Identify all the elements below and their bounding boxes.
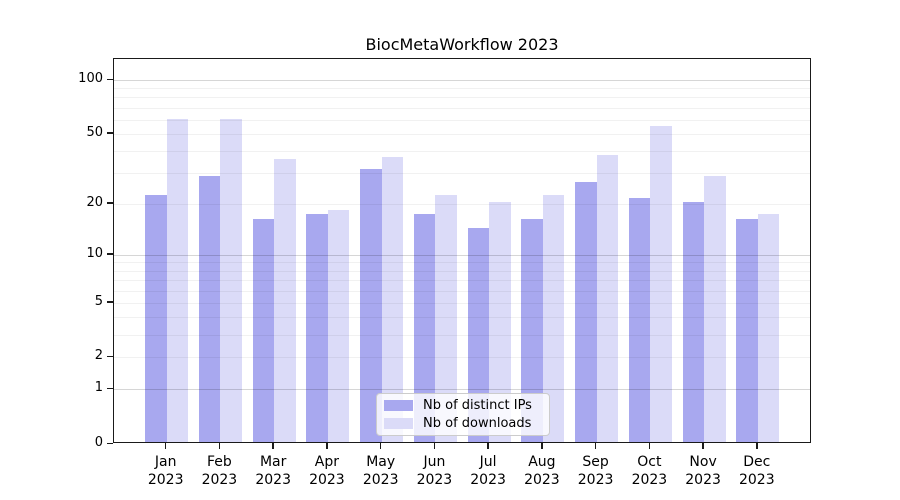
- x-tick-label-nov: Nov 2023: [685, 454, 721, 488]
- x-tick-label-jan: Jan 2023: [147, 454, 184, 488]
- y-tick-label-50: 50: [86, 124, 103, 140]
- bar-nb-of-downloads-dec: [757, 214, 780, 442]
- gridline-30: [114, 173, 810, 175]
- gridline-9: [114, 262, 810, 264]
- x-tick-mark-mar: [272, 443, 274, 449]
- y-tick-label-20: 20: [86, 194, 103, 210]
- x-tick-mark-apr: [326, 443, 328, 449]
- gridline-5: [114, 302, 810, 304]
- legend-item-distinct-ips: Nb of distinct IPs: [384, 398, 542, 413]
- bar-nb-of-distinct-ips-jun: [413, 214, 436, 442]
- gridline-6: [114, 290, 810, 292]
- bar-nb-of-downloads-jul: [489, 201, 511, 442]
- bar-nb-of-downloads-jun: [435, 194, 457, 442]
- y-tick-mark-0: [107, 442, 113, 444]
- bar-nb-of-downloads-apr: [327, 209, 350, 442]
- y-tick-label-2: 2: [94, 348, 103, 364]
- legend-label-downloads: Nb of downloads: [423, 415, 532, 431]
- x-tick-label-sep: Sep 2023: [577, 454, 614, 488]
- x-tick-label-jun: Jun 2023: [416, 454, 453, 488]
- y-tick-mark-1: [107, 387, 113, 390]
- bar-nb-of-distinct-ips-sep: [575, 182, 597, 442]
- y-tick-mark-20: [107, 202, 113, 204]
- legend-item-downloads: Nb of downloads: [384, 416, 542, 431]
- x-tick-label-jul: Jul 2023: [470, 454, 506, 488]
- bar-nb-of-downloads-may: [381, 157, 404, 442]
- gridline-60: [114, 119, 810, 121]
- bar-nb-of-downloads-jan: [166, 119, 189, 442]
- x-tick-mark-dec: [756, 443, 758, 449]
- legend: Nb of distinct IPs Nb of downloads: [376, 393, 550, 436]
- bar-nb-of-distinct-ips-dec: [736, 218, 758, 442]
- gridline-4: [114, 317, 810, 319]
- bar-nb-of-distinct-ips-jan: [145, 194, 167, 442]
- gridline-40: [114, 151, 810, 153]
- gridline-8: [114, 270, 810, 272]
- x-tick-label-may: May 2023: [362, 454, 399, 488]
- x-tick-label-oct: Oct 2023: [631, 454, 668, 488]
- y-tick-label-100: 100: [78, 71, 103, 86]
- bar-nb-of-distinct-ips-oct: [628, 198, 651, 442]
- y-tick-mark-5: [107, 301, 113, 303]
- gridline-7: [114, 280, 810, 281]
- bar-nb-of-downloads-nov: [704, 176, 726, 442]
- x-tick-label-feb: Feb 2023: [201, 454, 238, 488]
- bar-nb-of-distinct-ips-jul: [467, 228, 490, 442]
- bar-nb-of-downloads-aug: [542, 194, 565, 442]
- bar-nb-of-distinct-ips-nov: [682, 201, 705, 442]
- gridline-50: [114, 133, 810, 135]
- gridline-20: [114, 203, 810, 205]
- gridline-1: [114, 389, 810, 391]
- x-tick-mark-may: [379, 443, 382, 449]
- legend-swatch-downloads-icon: [384, 417, 413, 429]
- y-tick-mark-10: [107, 253, 113, 255]
- gridline-70: [114, 107, 810, 109]
- gridline-3: [114, 334, 810, 336]
- y-tick-label-10: 10: [86, 245, 103, 261]
- x-tick-mark-nov: [702, 443, 704, 449]
- bar-nb-of-distinct-ips-mar: [252, 218, 275, 442]
- bar-nb-of-distinct-ips-may: [360, 168, 382, 442]
- x-tick-label-dec: Dec 2023: [738, 454, 775, 488]
- x-tick-mark-oct: [648, 443, 651, 449]
- gridline-100: [114, 80, 810, 81]
- gridline-10: [114, 254, 810, 256]
- bar-nb-of-downloads-feb: [220, 119, 242, 442]
- chart-title: BiocMetaWorkflow 2023: [365, 35, 559, 54]
- bar-nb-of-downloads-oct: [650, 125, 672, 442]
- x-tick-mark-jan: [164, 443, 167, 449]
- y-tick-mark-100: [107, 78, 113, 80]
- gridline-90: [114, 88, 810, 90]
- y-tick-label-0: 0: [94, 435, 103, 450]
- legend-label-distinct-ips: Nb of distinct IPs: [423, 398, 532, 414]
- x-tick-mark-sep: [594, 443, 597, 449]
- x-tick-label-apr: Apr 2023: [309, 454, 345, 488]
- gridline-80: [114, 97, 810, 99]
- gridline-2: [114, 357, 810, 359]
- x-tick-mark-jul: [487, 443, 489, 449]
- y-tick-mark-2: [107, 355, 113, 358]
- y-tick-mark-50: [107, 132, 113, 134]
- y-tick-label-5: 5: [94, 293, 103, 309]
- plot-area: [113, 58, 811, 443]
- x-tick-mark-feb: [218, 443, 221, 449]
- x-tick-mark-jun: [433, 443, 436, 449]
- bar-nb-of-downloads-sep: [596, 155, 619, 442]
- y-tick-label-1: 1: [94, 380, 103, 396]
- bar-nb-of-downloads-mar: [274, 159, 296, 442]
- bar-nb-of-distinct-ips-feb: [198, 176, 221, 442]
- x-tick-label-aug: Aug 2023: [524, 454, 560, 488]
- bar-nb-of-distinct-ips-aug: [521, 218, 543, 442]
- x-tick-mark-aug: [541, 443, 543, 449]
- legend-swatch-distinct-ips-icon: [384, 400, 413, 412]
- bar-nb-of-distinct-ips-apr: [306, 214, 328, 442]
- x-tick-label-mar: Mar 2023: [255, 454, 291, 488]
